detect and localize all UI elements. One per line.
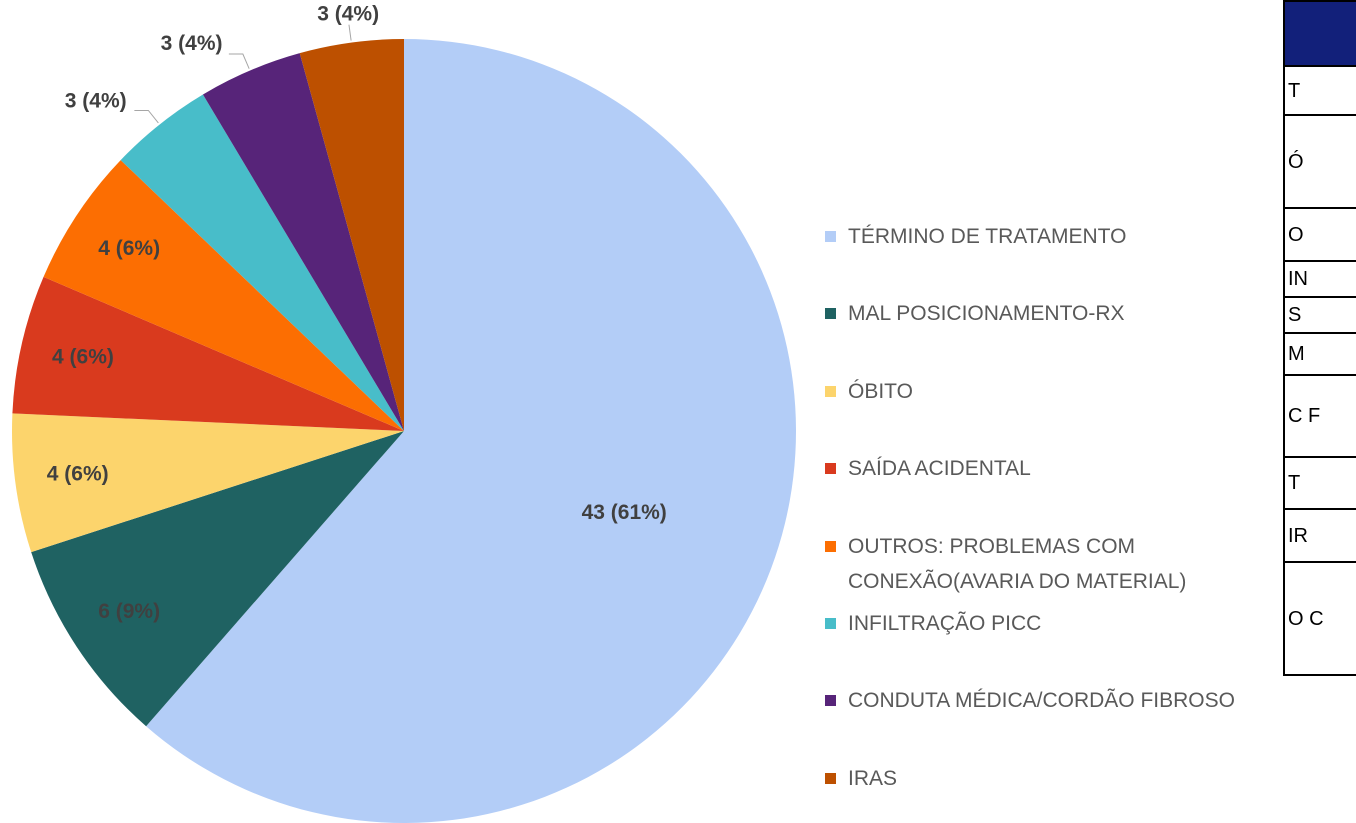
pie-slice bbox=[146, 39, 797, 823]
legend-swatch bbox=[825, 695, 836, 707]
legend-label: TÉRMINO DE TRATAMENTO bbox=[848, 225, 1127, 248]
legend-label: ÓBITO bbox=[848, 379, 913, 403]
legend-swatch bbox=[825, 231, 836, 242]
pie-slice bbox=[11, 413, 404, 553]
data-label: 4 (6%) bbox=[47, 463, 109, 486]
pie-slice bbox=[120, 94, 404, 432]
legend-label: SAÍDA ACIDENTAL bbox=[848, 457, 1031, 481]
data-label: 3 (4%) bbox=[65, 89, 127, 112]
table-header-cell bbox=[1283, 0, 1356, 67]
legend-label: MAL POSICIONAMENTO-RX bbox=[848, 302, 1125, 326]
legend-item: TÉRMINO DE TRATAMENTO bbox=[825, 219, 1255, 254]
legend-swatch bbox=[825, 308, 836, 320]
legend-label: INFILTRAÇÃO PICC bbox=[848, 612, 1042, 635]
legend-item: CONDUTA MÉDICA/CORDÃO FIBROSO bbox=[825, 683, 1255, 718]
legend-swatch bbox=[825, 540, 836, 552]
table-row: O bbox=[1283, 207, 1356, 262]
table-cell: T bbox=[1283, 65, 1356, 116]
legend-label: OUTROS: PROBLEMAS COM CONEXÃO(AVARIA DO … bbox=[848, 534, 1187, 593]
pie-chart: 43 (61%) 6 (9%) 4 (6%) 4 (6%) 4 (6%) 3 (4%) 3 … bbox=[11, 2, 797, 823]
table-cell: IN bbox=[1283, 260, 1356, 298]
legend-swatch bbox=[825, 772, 836, 784]
clipped-table: T Ó O IN S M C F T IR O C bbox=[1283, 0, 1356, 676]
table-row: S bbox=[1283, 296, 1356, 334]
legend-item: INFILTRAÇÃO PICC bbox=[825, 606, 1255, 641]
table-cell: O bbox=[1283, 207, 1356, 262]
legend-swatch bbox=[825, 463, 836, 475]
table-row: Ó bbox=[1283, 114, 1356, 209]
table-row: C F bbox=[1283, 374, 1356, 458]
table-cell: T bbox=[1283, 456, 1356, 510]
legend-label: CONDUTA MÉDICA/CORDÃO FIBROSO bbox=[848, 689, 1235, 713]
pie-slice bbox=[43, 160, 405, 431]
legend-item: IRAS bbox=[825, 761, 1255, 796]
data-label: 4 (6%) bbox=[52, 345, 114, 368]
table-row: O C bbox=[1283, 561, 1356, 676]
legend-swatch bbox=[825, 618, 836, 629]
table-header-row bbox=[1283, 0, 1356, 67]
leader-line bbox=[348, 24, 352, 41]
data-label: 3 (4%) bbox=[317, 2, 379, 25]
pie-slice bbox=[12, 276, 405, 431]
pie-slice bbox=[202, 53, 404, 432]
legend-item: OUTROS: PROBLEMAS COM CONEXÃO(AVARIA DO … bbox=[825, 529, 1255, 599]
table-cell: M bbox=[1283, 332, 1356, 376]
table-row: IN bbox=[1283, 260, 1356, 298]
table-cell: S bbox=[1283, 296, 1356, 334]
table-row: IR bbox=[1283, 508, 1356, 563]
legend-item: MAL POSICIONAMENTO-RX bbox=[825, 296, 1255, 331]
data-label: 6 (9%) bbox=[98, 600, 160, 623]
table-cell: O C bbox=[1283, 561, 1356, 676]
pie-slice bbox=[31, 431, 404, 727]
data-label: 43 (61%) bbox=[582, 501, 667, 524]
table-cell: Ó bbox=[1283, 114, 1356, 209]
table-cell: C F bbox=[1283, 374, 1356, 458]
pie-slice bbox=[299, 39, 404, 431]
table-row: M bbox=[1283, 332, 1356, 376]
data-label: 4 (6%) bbox=[98, 237, 160, 260]
legend-item: SAÍDA ACIDENTAL bbox=[825, 451, 1255, 486]
leader-line bbox=[228, 53, 250, 69]
leader-line bbox=[134, 109, 159, 124]
table-row: T bbox=[1283, 65, 1356, 116]
table-row: T bbox=[1283, 456, 1356, 510]
legend-label: IRAS bbox=[848, 766, 898, 790]
legend-item: ÓBITO bbox=[825, 374, 1255, 409]
legend-swatch bbox=[825, 385, 836, 397]
data-label: 3 (4%) bbox=[161, 32, 223, 55]
table-cell: IR bbox=[1283, 508, 1356, 563]
